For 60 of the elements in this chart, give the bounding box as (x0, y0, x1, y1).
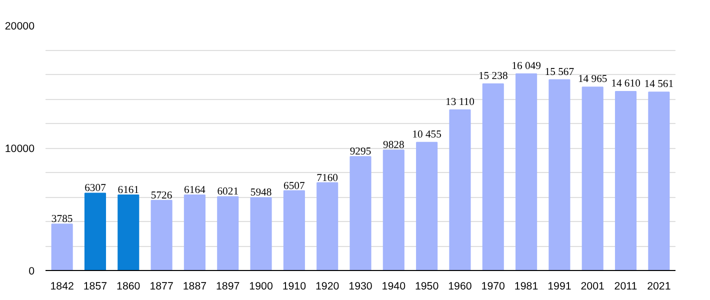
bar (548, 79, 570, 270)
x-tick-label: 1857 (83, 280, 108, 292)
x-tick-label: 1887 (182, 280, 207, 292)
data-label: 14 965 (578, 74, 608, 86)
x-tick-label: 1960 (448, 280, 472, 292)
data-label: 13 110 (446, 96, 474, 108)
bar (482, 83, 504, 270)
y-tick-label: 0 (28, 266, 35, 278)
data-label: 5726 (150, 190, 173, 202)
bar (382, 150, 404, 270)
data-label: 6307 (84, 183, 107, 194)
x-tick-label: 1950 (414, 280, 439, 292)
x-tick-label: 1842 (50, 280, 74, 292)
x-tick-label: 1900 (249, 280, 273, 292)
x-tick-label: 1877 (150, 280, 174, 292)
data-label: 15 238 (478, 70, 508, 82)
bar (283, 190, 305, 270)
bar (250, 197, 272, 270)
data-label: 6021 (217, 186, 239, 198)
bar (648, 92, 670, 270)
x-tick-label: 1910 (282, 280, 306, 292)
data-label: 7160 (316, 172, 338, 184)
bar (516, 73, 538, 270)
bar (51, 224, 73, 270)
x-tick-label: 2011 (614, 280, 638, 292)
bar (118, 194, 140, 270)
data-label: 14 610 (611, 78, 640, 90)
x-tick-label: 1930 (348, 280, 372, 292)
x-tick-label: 2021 (647, 280, 671, 292)
bar (350, 156, 372, 270)
data-label: 10 455 (412, 129, 442, 140)
x-tick-label: 1970 (481, 280, 506, 292)
data-label: 6164 (184, 184, 206, 196)
x-tick-label: 1981 (514, 280, 538, 292)
data-label: 14 561 (644, 79, 674, 90)
data-label: 3785 (51, 214, 73, 226)
data-label: 5948 (250, 188, 272, 199)
x-tick-label: 1860 (116, 280, 140, 292)
data-label: 9828 (383, 140, 404, 152)
bar (614, 91, 637, 270)
data-label: 16 049 (512, 60, 541, 72)
bar (316, 182, 338, 270)
x-tick-label: 1920 (315, 280, 340, 292)
x-tick-label: 2001 (580, 280, 605, 292)
bar (582, 86, 604, 270)
x-tick-label: 1940 (382, 280, 406, 292)
bar (84, 192, 106, 270)
y-tick-label: 20000 (4, 20, 35, 32)
bar (217, 196, 239, 270)
bar (184, 194, 206, 270)
data-label: 6507 (284, 180, 306, 192)
data-label: 6161 (118, 185, 140, 196)
bar (150, 200, 172, 270)
y-tick-label: 10000 (4, 143, 35, 155)
bar (416, 142, 438, 270)
x-tick-label: 1897 (216, 280, 240, 292)
x-tick-label: 1991 (548, 280, 572, 292)
data-label: 15 567 (544, 66, 575, 78)
data-label: 9295 (350, 146, 372, 158)
bar (449, 109, 471, 270)
